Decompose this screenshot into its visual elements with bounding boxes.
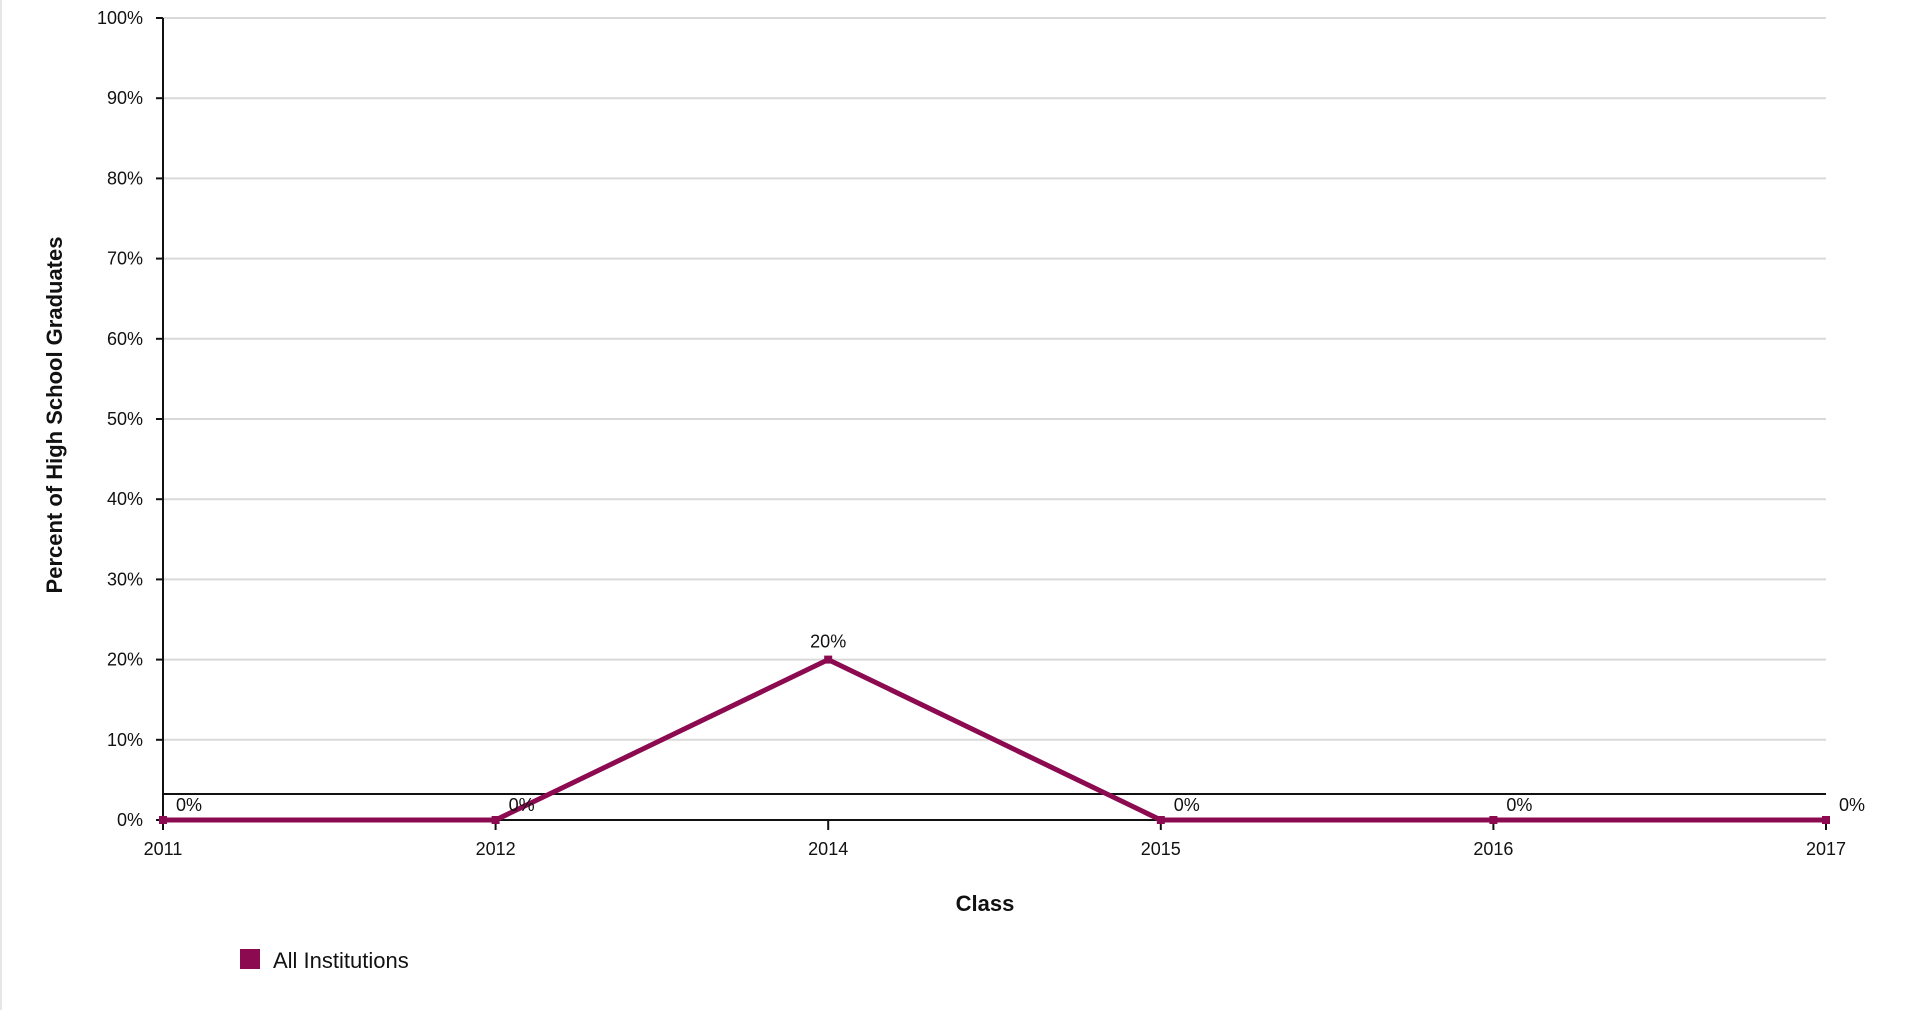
y-tick-label: 40% xyxy=(107,489,143,509)
data-point xyxy=(824,655,833,664)
data-labels: 0% 0% 20% 0% 0% 0% xyxy=(176,632,1865,815)
data-label: 0% xyxy=(1839,795,1865,815)
grid-lines xyxy=(163,17,1826,741)
y-axis-title: Percent of High School Graduates xyxy=(42,237,67,594)
data-point xyxy=(1822,816,1830,824)
series-layer xyxy=(159,655,1830,824)
y-tick-label: 50% xyxy=(107,409,143,429)
x-axis-title: Class xyxy=(956,891,1015,916)
y-tick-label: 0% xyxy=(117,810,143,830)
x-tick-label: 2011 xyxy=(144,839,183,859)
x-tick-label: 2014 xyxy=(808,839,848,859)
data-point xyxy=(1156,816,1165,824)
legend-swatch xyxy=(240,949,260,969)
y-tick-label: 100% xyxy=(97,8,143,28)
x-tick-label: 2012 xyxy=(476,839,516,859)
y-tick-label: 80% xyxy=(107,168,143,188)
data-point xyxy=(1489,816,1498,824)
data-label: 0% xyxy=(1506,795,1532,815)
x-tick-label: 2017 xyxy=(1806,839,1846,859)
data-point xyxy=(159,816,167,824)
x-tick-label: 2016 xyxy=(1473,839,1513,859)
x-tick-label: 2015 xyxy=(1141,839,1181,859)
y-tick-label: 30% xyxy=(107,569,143,589)
data-label: 20% xyxy=(810,632,846,652)
legend: All Institutions xyxy=(240,948,409,973)
data-point xyxy=(491,816,500,824)
axes: 0% 10% 20% 30% 40% 50% 60% 70% 80% 90% 100% 2011 201… xyxy=(97,8,1846,859)
y-tick-label: 60% xyxy=(107,329,143,349)
series-line-all-institutions xyxy=(163,656,1826,823)
y-tick-label: 10% xyxy=(107,730,143,750)
y-tick-label: 20% xyxy=(107,650,143,670)
data-label: 0% xyxy=(176,795,202,815)
y-tick-label: 70% xyxy=(107,249,143,269)
data-label: 0% xyxy=(509,795,535,815)
legend-label-all-institutions: All Institutions xyxy=(273,948,409,973)
data-label: 0% xyxy=(1174,795,1200,815)
y-tick-label: 90% xyxy=(107,88,143,108)
